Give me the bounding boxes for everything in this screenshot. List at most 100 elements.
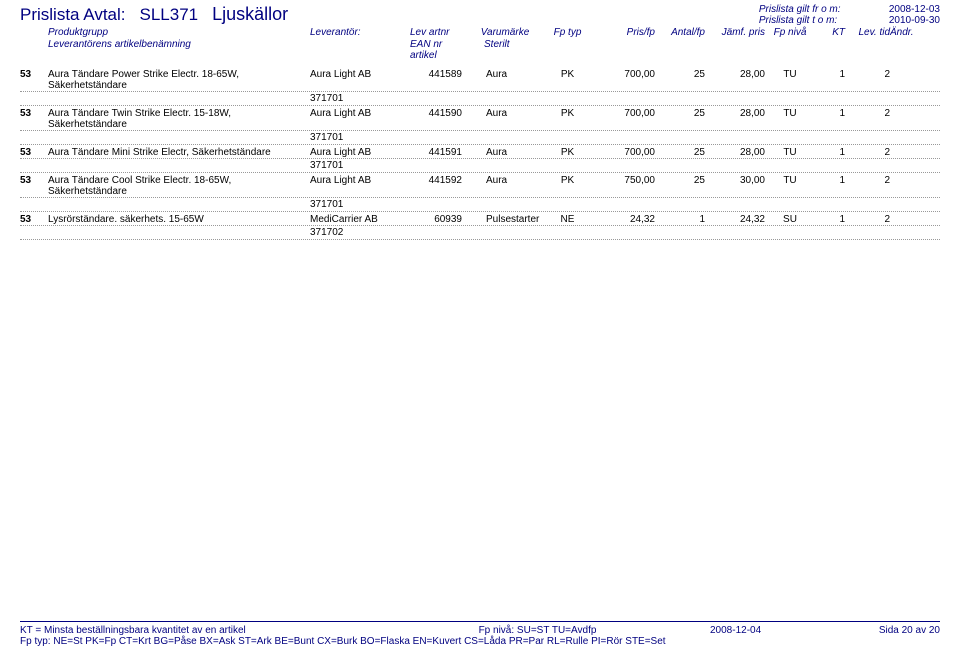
cell-pris: 700,00 bbox=[595, 147, 655, 158]
cell-sub-code: 371701 bbox=[310, 93, 410, 104]
cell-antal: 25 bbox=[655, 108, 705, 130]
cell-antal: 25 bbox=[655, 175, 705, 197]
cell-antal: 25 bbox=[655, 147, 705, 158]
cell-fpniva: TU bbox=[765, 69, 815, 91]
hdr-ean: EAN nr artikel bbox=[410, 39, 470, 61]
cell-kt: 1 bbox=[815, 108, 845, 130]
table-subrow: 371701 bbox=[20, 131, 940, 145]
footer-page: Sida 20 av 20 bbox=[850, 625, 940, 636]
cell-levtid: 2 bbox=[845, 147, 890, 158]
cell-pris: 24,32 bbox=[595, 214, 655, 225]
hdr-andr: Ändr. bbox=[890, 27, 905, 38]
cell-antal: 25 bbox=[655, 69, 705, 91]
cell-pris: 750,00 bbox=[595, 175, 655, 197]
cell-name: Lysrörständare. säkerhets. 15-65W bbox=[48, 214, 310, 225]
footer-kt-note: KT = Minsta beställningsbara kvantitet a… bbox=[20, 625, 365, 636]
cell-antal: 1 bbox=[655, 214, 705, 225]
table-subrow: 371701 bbox=[20, 159, 940, 173]
validity-box: Prislista gilt fr o m: 2008-12-03 Prisli… bbox=[759, 4, 940, 26]
valid-from-value: 2008-12-03 bbox=[889, 4, 940, 15]
cell-supplier: MediCarrier AB bbox=[310, 214, 410, 225]
cell-fptyp: PK bbox=[540, 108, 595, 130]
valid-to-label: Prislista gilt t o m: bbox=[759, 15, 869, 26]
cell-artnr: 441589 bbox=[410, 69, 470, 91]
cell-brand: Aura bbox=[470, 69, 540, 91]
cell-sub-code: 371701 bbox=[310, 132, 410, 143]
footer-date: 2008-12-04 bbox=[710, 625, 850, 636]
valid-from-label: Prislista gilt fr o m: bbox=[759, 4, 869, 15]
cell-kt: 1 bbox=[815, 69, 845, 91]
cell-grp: 53 bbox=[20, 147, 48, 158]
cell-jamf: 28,00 bbox=[705, 69, 765, 91]
table-subrow: 371702 bbox=[20, 226, 940, 240]
cell-artnr: 441590 bbox=[410, 108, 470, 130]
valid-to-value: 2010-09-30 bbox=[889, 15, 940, 26]
cell-sub-code: 371701 bbox=[310, 160, 410, 171]
hdr-leverantor: Leverantör: bbox=[310, 27, 410, 38]
cell-jamf: 28,00 bbox=[705, 108, 765, 130]
cell-grp: 53 bbox=[20, 175, 48, 197]
cell-fpniva: SU bbox=[765, 214, 815, 225]
cell-jamf: 30,00 bbox=[705, 175, 765, 197]
cell-fpniva: TU bbox=[765, 175, 815, 197]
table-row: 53Aura Tändare Mini Strike Electr, Säker… bbox=[20, 145, 940, 159]
footer-fpniva-note: Fp nivå: SU=ST TU=Avdfp bbox=[365, 625, 710, 636]
cell-kt: 1 bbox=[815, 147, 845, 158]
hdr-antal-fp: Antal/fp bbox=[655, 27, 705, 38]
hdr-jamf-pris: Jämf. pris bbox=[705, 27, 765, 38]
cell-jamf: 24,32 bbox=[705, 214, 765, 225]
hdr-pris-fp: Pris/fp bbox=[595, 27, 655, 38]
column-header-row-1: Produktgrupp Leverantör: Lev artnr Varum… bbox=[20, 27, 940, 38]
cell-fptyp: NE bbox=[540, 214, 595, 225]
cell-supplier: Aura Light AB bbox=[310, 108, 410, 130]
cell-jamf: 28,00 bbox=[705, 147, 765, 158]
cell-supplier: Aura Light AB bbox=[310, 175, 410, 197]
hdr-lev-tid: Lev. tid bbox=[845, 27, 890, 38]
hdr-varumarke: Varumärke bbox=[470, 27, 540, 38]
cell-name: Aura Tändare Cool Strike Electr. 18-65W,… bbox=[48, 175, 310, 197]
cell-brand: Aura bbox=[470, 147, 540, 158]
cell-name: Aura Tändare Mini Strike Electr, Säkerhe… bbox=[48, 147, 310, 158]
cell-brand: Pulsestarter bbox=[470, 214, 540, 225]
cell-fpniva: TU bbox=[765, 147, 815, 158]
hdr-lev-artnr: Lev artnr bbox=[410, 27, 470, 38]
cell-supplier: Aura Light AB bbox=[310, 147, 410, 158]
cell-brand: Aura bbox=[470, 175, 540, 197]
table-row: 53Aura Tändare Twin Strike Electr. 15-18… bbox=[20, 106, 940, 131]
hdr-lev-benamning: Leverantörens artikelbenämning bbox=[48, 39, 310, 61]
cell-name: Aura Tändare Power Strike Electr. 18-65W… bbox=[48, 69, 310, 91]
column-header-row-2: Leverantörens artikelbenämning EAN nr ar… bbox=[20, 39, 940, 61]
cell-pris: 700,00 bbox=[595, 108, 655, 130]
cell-fpniva: TU bbox=[765, 108, 815, 130]
contract-number: SLL371 bbox=[140, 5, 199, 25]
table-subrow: 371701 bbox=[20, 198, 940, 212]
cell-levtid: 2 bbox=[845, 108, 890, 130]
cell-grp: 53 bbox=[20, 214, 48, 225]
hdr-sterilt: Sterilt bbox=[470, 39, 540, 61]
cell-levtid: 2 bbox=[845, 175, 890, 197]
hdr-fp-typ: Fp typ bbox=[540, 27, 595, 38]
cell-kt: 1 bbox=[815, 175, 845, 197]
cell-grp: 53 bbox=[20, 108, 48, 130]
cell-kt: 1 bbox=[815, 214, 845, 225]
cell-sub-code: 371701 bbox=[310, 199, 410, 210]
cell-levtid: 2 bbox=[845, 214, 890, 225]
hdr-fp-niva: Fp nivå bbox=[765, 27, 815, 38]
cell-artnr: 60939 bbox=[410, 214, 470, 225]
hdr-kt: KT bbox=[815, 27, 845, 38]
cell-fptyp: PK bbox=[540, 147, 595, 158]
cell-name: Aura Tändare Twin Strike Electr. 15-18W,… bbox=[48, 108, 310, 130]
hdr-produktgrupp: Produktgrupp bbox=[48, 27, 310, 38]
page: Prislista gilt fr o m: 2008-12-03 Prisli… bbox=[0, 0, 960, 663]
table-row: 53Lysrörständare. säkerhets. 15-65WMediC… bbox=[20, 212, 940, 226]
table-row: 53Aura Tändare Cool Strike Electr. 18-65… bbox=[20, 173, 940, 198]
cell-artnr: 441592 bbox=[410, 175, 470, 197]
footer: KT = Minsta beställningsbara kvantitet a… bbox=[20, 621, 940, 647]
cell-pris: 700,00 bbox=[595, 69, 655, 91]
cell-fptyp: PK bbox=[540, 175, 595, 197]
cell-fptyp: PK bbox=[540, 69, 595, 91]
cell-brand: Aura bbox=[470, 108, 540, 130]
table-row: 53Aura Tändare Power Strike Electr. 18-6… bbox=[20, 67, 940, 92]
cell-supplier: Aura Light AB bbox=[310, 69, 410, 91]
title-label: Prislista Avtal: bbox=[20, 5, 126, 25]
